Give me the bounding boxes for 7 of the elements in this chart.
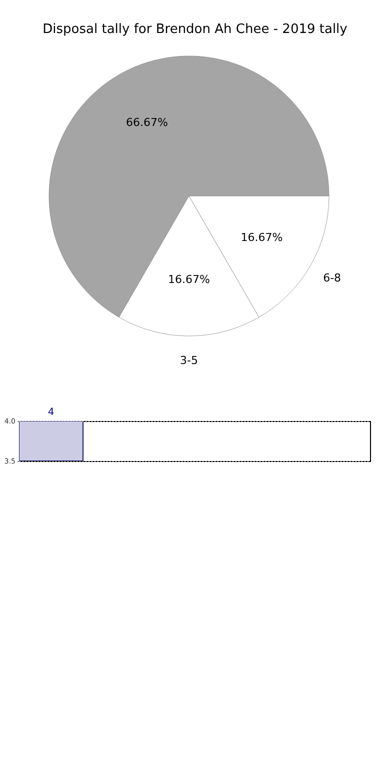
data-label: 66.67% (126, 116, 168, 130)
slice-label: 6-8 (323, 272, 342, 285)
data-label: 4 (48, 407, 54, 418)
data-label: 16.67% (168, 273, 210, 286)
chart-title: Disposal tally for Brendon Ah Chee - 2019 tally (42, 22, 348, 37)
data-label: 16.67% (240, 231, 283, 244)
slice-label: 3-5 (180, 354, 198, 368)
